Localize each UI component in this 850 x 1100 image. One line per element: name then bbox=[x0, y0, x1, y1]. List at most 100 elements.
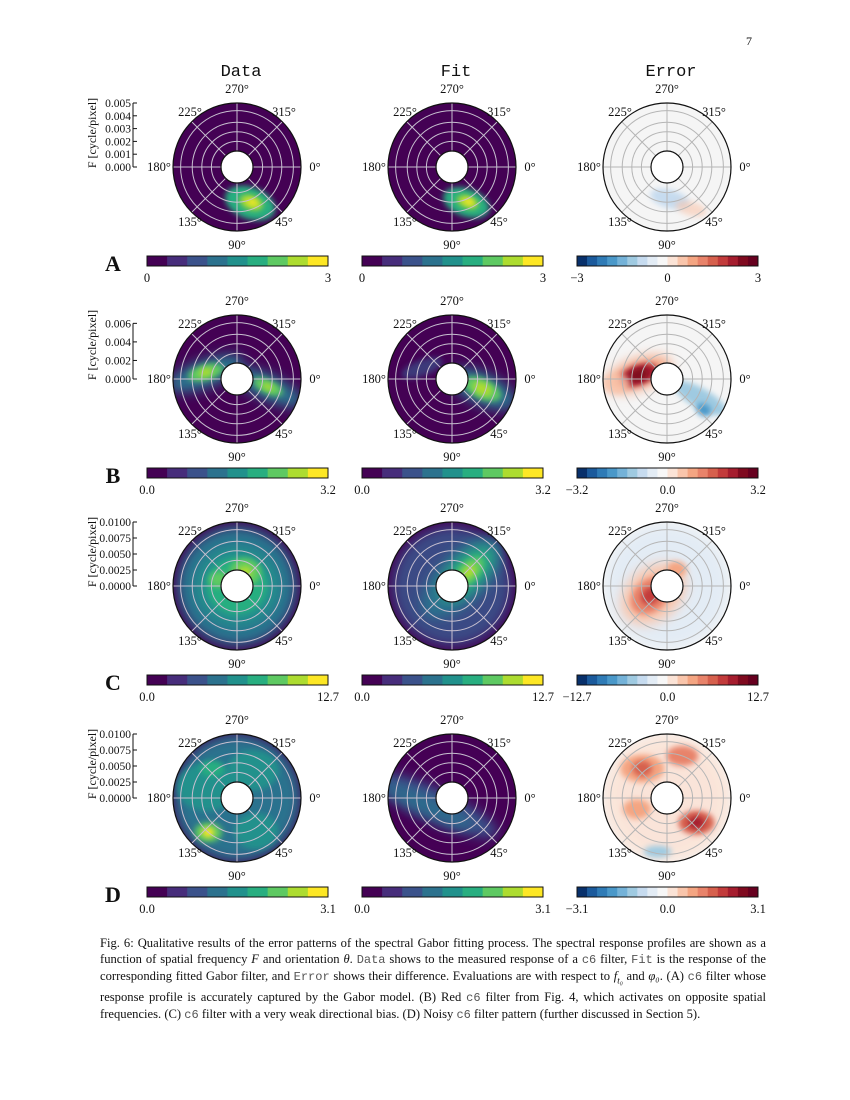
response-blob bbox=[688, 816, 705, 829]
colorbar-mid-label: 0 bbox=[664, 271, 670, 285]
grid-spoke bbox=[191, 389, 227, 425]
colorbar-segment bbox=[502, 887, 524, 897]
caption-text: θ bbox=[343, 952, 350, 967]
colorbar-segment bbox=[707, 256, 719, 266]
grid-spoke bbox=[191, 596, 227, 632]
angle-label-180: 180° bbox=[147, 791, 171, 805]
colorbar-segment bbox=[402, 468, 423, 478]
colorbar-segment bbox=[717, 887, 729, 897]
angle-label-135: 135° bbox=[393, 427, 417, 441]
angle-label-90: 90° bbox=[443, 238, 461, 252]
colorbar-min-label: −3.1 bbox=[566, 902, 589, 916]
colorbar-max-label: 3 bbox=[325, 271, 331, 285]
response-blob bbox=[696, 403, 712, 417]
grid-spoke bbox=[247, 121, 283, 157]
y-tick-label: 0.0100 bbox=[99, 517, 131, 529]
grid-spoke bbox=[406, 808, 442, 844]
colorbar-min-label: 0.0 bbox=[139, 902, 155, 916]
caption-text: filter whose response profile is accurat… bbox=[100, 969, 766, 1005]
plot-center-hole bbox=[650, 362, 684, 396]
colorbar-segment bbox=[247, 256, 269, 266]
angle-label-0: 0° bbox=[524, 791, 535, 805]
angle-label-270: 270° bbox=[225, 294, 249, 308]
angle-label-90: 90° bbox=[228, 450, 246, 464]
colorbar-segment bbox=[147, 675, 168, 685]
response-blob bbox=[675, 200, 707, 217]
plot-outline bbox=[387, 733, 517, 863]
colorbar-segment bbox=[267, 468, 289, 478]
grid-spoke bbox=[462, 389, 498, 425]
row-label: B bbox=[106, 463, 121, 488]
plot-outline bbox=[172, 314, 302, 444]
grid-spoke bbox=[191, 177, 227, 213]
colorbar-segment bbox=[747, 887, 759, 897]
angle-label-135: 135° bbox=[393, 634, 417, 648]
plot-center-hole bbox=[220, 569, 254, 603]
grid-spoke bbox=[191, 121, 227, 157]
grid-spoke bbox=[462, 540, 498, 576]
colorbar-segment bbox=[597, 675, 608, 685]
angle-label-225: 225° bbox=[608, 317, 632, 331]
colorbar-segment bbox=[502, 468, 524, 478]
colorbar-segment bbox=[187, 468, 208, 478]
colorbar-segment bbox=[727, 675, 739, 685]
colorbar-segment bbox=[462, 468, 484, 478]
colorbar-segment bbox=[637, 468, 648, 478]
colorbar: −12.7 0.0 12.7 bbox=[563, 674, 769, 704]
colorbar-segment bbox=[402, 675, 423, 685]
column-title-error: Error bbox=[645, 63, 696, 82]
angle-label-180: 180° bbox=[147, 160, 171, 174]
colorbar-frame bbox=[146, 255, 329, 267]
angle-label-45: 45° bbox=[275, 634, 293, 648]
angle-label-90: 90° bbox=[658, 657, 676, 671]
colorbar-segment bbox=[627, 887, 638, 897]
polar-plot-error: 0° 45° 90° 135° 180° 225° 270° 315° −3.1 0.0 3.1 bbox=[566, 713, 766, 916]
code-term: c6 bbox=[466, 991, 481, 1006]
colorbar-frame bbox=[361, 255, 544, 267]
angle-label-135: 135° bbox=[608, 215, 632, 229]
row-label: A bbox=[105, 251, 121, 276]
y-tick-label: 0.002 bbox=[105, 136, 131, 148]
row-label: D bbox=[105, 882, 121, 907]
colorbar: 0.0 3.1 bbox=[354, 886, 551, 916]
response-blob bbox=[200, 760, 225, 777]
angle-label-90: 90° bbox=[228, 238, 246, 252]
grid-spoke bbox=[621, 540, 657, 576]
code-term: Data bbox=[356, 953, 386, 968]
y-tick-label: 0.003 bbox=[105, 124, 131, 136]
colorbar-segment bbox=[167, 256, 188, 266]
polar-plot-fit: 0°45°90°135°180°225°270°315°0 3 bbox=[359, 82, 546, 285]
column-title-data: Data bbox=[221, 63, 262, 82]
colorbar-segment bbox=[587, 887, 598, 897]
polar-plot-data: 0° 45° 90° 135° 180° 225° 270° 315° 0.0 3.2 bbox=[139, 294, 336, 497]
caption-text: filter, bbox=[596, 952, 632, 967]
colorbar-segment bbox=[147, 256, 168, 266]
angle-label-90: 90° bbox=[658, 450, 676, 464]
response-blob bbox=[464, 198, 474, 205]
grid-spoke bbox=[462, 333, 498, 369]
colorbar-segment bbox=[737, 468, 749, 478]
grid-spoke bbox=[247, 333, 283, 369]
angle-label-270: 270° bbox=[655, 713, 679, 727]
caption-text: f bbox=[613, 969, 618, 984]
angle-label-0: 0° bbox=[739, 791, 750, 805]
caption-text: filter pattern (further discussed in Sec… bbox=[470, 1007, 701, 1022]
angle-label-45: 45° bbox=[705, 427, 723, 441]
colorbar-max-label: 3.2 bbox=[320, 483, 336, 497]
grid-spoke bbox=[247, 389, 283, 425]
colorbar-min-label: −3.2 bbox=[566, 483, 589, 497]
colorbar-segment bbox=[207, 675, 228, 685]
plot-outline bbox=[602, 102, 732, 232]
response-blob bbox=[247, 198, 258, 206]
grid-spoke bbox=[406, 752, 442, 788]
y-tick-label: 0.0000 bbox=[99, 581, 131, 593]
colorbar-segment bbox=[697, 256, 709, 266]
caption-text: filter with a very weak directional bias… bbox=[198, 1007, 457, 1022]
angle-label-135: 135° bbox=[608, 634, 632, 648]
grid-spoke bbox=[247, 752, 283, 788]
colorbar-segment bbox=[647, 256, 658, 266]
grid-spoke bbox=[677, 121, 713, 157]
angle-label-180: 180° bbox=[362, 579, 386, 593]
angle-label-0: 0° bbox=[524, 372, 535, 386]
colorbar-segment bbox=[607, 468, 618, 478]
